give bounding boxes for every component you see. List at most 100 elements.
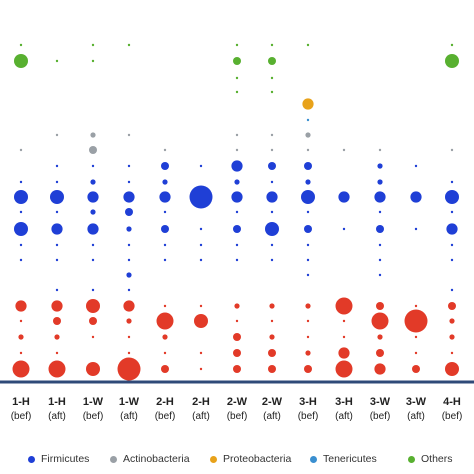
bubble-red-r21-c9 [335, 360, 353, 378]
bubble-firmicutes-r9-c8 [305, 179, 311, 185]
bubble-red-r18-c6 [235, 319, 239, 323]
x-tick-sublabel: (bef) [11, 411, 32, 422]
bubble-firmicutes-r14-c2 [91, 258, 95, 262]
bubble-actinobacteria-r7-c9 [342, 148, 346, 152]
legend-marker [210, 455, 217, 463]
legend-item-firmicutes: Firmicutes [28, 453, 89, 465]
bubble-others-r0-c0 [19, 43, 23, 47]
legend-label: Others [421, 453, 453, 465]
bubble-others-r0-c6 [235, 43, 239, 47]
bubble-firmicutes-r10-c2 [87, 191, 99, 203]
bubble-firmicutes-r14-c12 [450, 258, 454, 262]
x-tick-label: 1-W [83, 396, 104, 408]
x-tick-sublabel: (bef) [442, 411, 463, 422]
bubble-firmicutes-r12-c0 [14, 222, 28, 236]
bubble-firmicutes-r10-c5 [189, 185, 213, 209]
bubble-firmicutes-r10-c1 [50, 190, 64, 204]
bubble-red-r17-c4 [163, 304, 167, 308]
bubble-firmicutes-r10-c3 [123, 191, 135, 203]
bubble-actinobacteria-r7-c7 [270, 148, 274, 152]
bubble-red-r17-c7 [269, 303, 275, 309]
bubble-actinobacteria-r7-c6 [235, 148, 239, 152]
bubble-red-r21-c3 [117, 357, 141, 381]
bubble-firmicutes-r14-c5 [199, 258, 203, 262]
bubble-firmicutes-r9-c1 [55, 180, 59, 184]
bubble-others-r1-c0 [14, 54, 28, 68]
bubble-others-r0-c12 [450, 43, 454, 47]
bubble-red-r19-c8 [306, 335, 310, 339]
bubble-firmicutes-r13-c1 [55, 243, 59, 247]
bubble-firmicutes-r11-c6 [235, 210, 239, 214]
bubble-firmicutes-r15-c3 [126, 272, 132, 278]
bubble-firmicutes-r8-c3 [127, 164, 131, 168]
bubble-actinobacteria-r6-c2 [90, 132, 96, 138]
bubble-firmicutes-r12-c10 [376, 225, 384, 233]
x-tick-sublabel: (bef) [83, 411, 104, 422]
bubble-red-r19-c3 [127, 335, 131, 339]
bubble-others-r0-c3 [127, 43, 131, 47]
legend-label: Tenericutes [323, 453, 377, 465]
x-tick-label: 1-H [48, 396, 66, 408]
bubble-red-r21-c11 [412, 365, 420, 373]
bubble-others-r2-c6 [235, 76, 239, 80]
bubble-red-r21-c8 [304, 365, 312, 373]
bubble-firmicutes-r12-c8 [304, 225, 312, 233]
bubble-firmicutes-r9-c7 [270, 180, 274, 184]
bubble-firmicutes-r13-c6 [235, 243, 239, 247]
bubble-chart: 1-H (bef) 1-H (aft) 1-W (bef) 1-W (aft) 2-H (bef)… [0, 43, 474, 422]
bubble-others-r0-c2 [91, 43, 95, 47]
bubble-red-r18-c12 [449, 318, 455, 324]
legend-item-others: Others [408, 453, 453, 465]
bubble-actinobacteria-r7-c8 [306, 148, 310, 152]
bubble-firmicutes-r14-c1 [55, 258, 59, 262]
bubble-firmicutes-r12-c4 [161, 225, 169, 233]
bubble-firmicutes-r16-c2 [91, 288, 95, 292]
x-tick-sublabel: (aft) [120, 411, 138, 422]
bubble-actinobacteria-r6-c1 [55, 133, 59, 137]
bubble-firmicutes-r14-c3 [127, 258, 131, 262]
bubble-red-r19-c6 [233, 333, 241, 341]
bubble-others-r3-c7 [270, 90, 274, 94]
bubble-firmicutes-r9-c10 [377, 179, 383, 185]
bubble-red-r20-c5 [199, 351, 203, 355]
x-tick-sublabel: (aft) [407, 411, 425, 422]
bubble-firmicutes-r15-c8 [306, 273, 310, 277]
bubble-actinobacteria-r7-c10 [378, 148, 382, 152]
legend-marker [310, 455, 317, 463]
bubble-red-r20-c4 [163, 351, 167, 355]
bubble-red-r20-c11 [414, 351, 418, 355]
bubble-firmicutes-r11-c12 [450, 210, 454, 214]
bubble-firmicutes-r10-c11 [410, 191, 422, 203]
x-tick-sublabel: (aft) [263, 411, 281, 422]
bubble-red-r17-c6 [234, 303, 240, 309]
x-tick-label: 2-H [156, 396, 174, 408]
bubble-firmicutes-r13-c3 [127, 243, 131, 247]
bubble-firmicutes-r9-c12 [450, 180, 454, 184]
bubble-actinobacteria-r7-c0 [19, 148, 23, 152]
bubble-red-r21-c1 [48, 360, 66, 378]
bubble-firmicutes-r10-c10 [374, 191, 386, 203]
bubble-firmicutes-r12-c9 [342, 227, 346, 231]
bubble-others-r1-c6 [233, 57, 241, 65]
bubble-firmicutes-r8-c8 [304, 162, 312, 170]
bubble-firmicutes-r14-c6 [235, 258, 239, 262]
bubble-firmicutes-r13-c8 [306, 243, 310, 247]
x-tick-sublabel: (bef) [298, 411, 319, 422]
bubble-firmicutes-r11-c1 [55, 210, 59, 214]
bubble-firmicutes-r11-c4 [163, 210, 167, 214]
bubble-actinobacteria-r6-c6 [235, 133, 239, 137]
bubble-firmicutes-r10-c6 [231, 191, 243, 203]
bubble-proteobacteria-r4-c8 [302, 98, 314, 110]
x-axis-labels: 1-H (bef) 1-H (aft) 1-W (bef) 1-W (aft) 2-H (bef)… [11, 396, 463, 422]
bubble-firmicutes-r13-c5 [199, 243, 203, 247]
bubble-firmicutes-r16-c1 [55, 288, 59, 292]
bubble-red-r19-c9 [342, 335, 346, 339]
bubble-red-r17-c9 [335, 297, 353, 315]
bubble-firmicutes-r13-c4 [163, 243, 167, 247]
bubble-actinobacteria-r7-c2 [89, 146, 97, 154]
bubble-red-r18-c4 [156, 312, 174, 330]
bubble-firmicutes-r10-c4 [159, 191, 171, 203]
bubble-firmicutes-r12-c1 [51, 223, 63, 235]
bubble-firmicutes-r9-c4 [162, 179, 168, 185]
bubble-firmicutes-r14-c10 [378, 258, 382, 262]
